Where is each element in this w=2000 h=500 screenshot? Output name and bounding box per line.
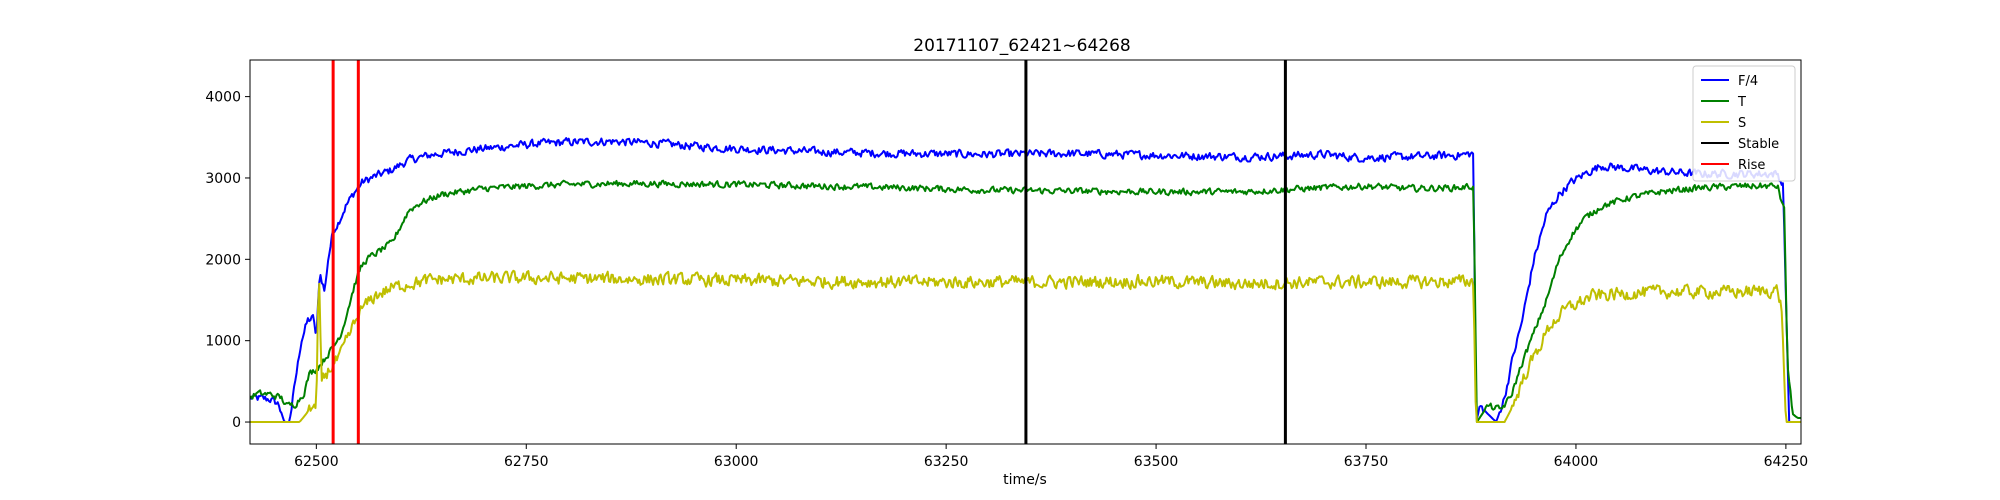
x-axis: 62500 62750 63000 63250 63500 63750 64000 64250 <box>294 444 1808 470</box>
legend-label: S <box>1738 116 1746 131</box>
x-tick-label: 63250 <box>924 454 969 470</box>
x-tick-label: 63750 <box>1344 454 1389 470</box>
plot-area-frame <box>249 59 1802 445</box>
legend-label: Stable <box>1738 137 1779 152</box>
x-tick-label: 64000 <box>1554 454 1599 470</box>
x-tick-label: 64250 <box>1764 454 1809 470</box>
legend-label: Rise <box>1738 158 1765 173</box>
y-tick-label: 3000 <box>205 171 241 187</box>
y-tick-label: 4000 <box>205 90 241 106</box>
x-tick-label: 62500 <box>294 454 339 470</box>
legend: F/4 TS Stable Rise <box>1692 65 1796 182</box>
y-tick-label: 0 <box>232 415 241 431</box>
x-axis-label: time/s <box>1003 472 1047 488</box>
y-axis: 0 1000 2000 3000 4000 <box>205 90 250 431</box>
x-tick-label: 62750 <box>504 454 549 470</box>
legend-label: F/4 <box>1738 74 1758 89</box>
chart-title: 20171107_62421~64268 <box>913 36 1130 56</box>
legend-box <box>1692 65 1796 182</box>
vertical-markers <box>331 60 1287 444</box>
y-tick-label: 2000 <box>205 252 241 268</box>
x-tick-label: 63000 <box>714 454 759 470</box>
x-tick-label: 63500 <box>1134 454 1179 470</box>
legend-label: T <box>1737 95 1746 110</box>
y-tick-label: 1000 <box>205 334 241 350</box>
